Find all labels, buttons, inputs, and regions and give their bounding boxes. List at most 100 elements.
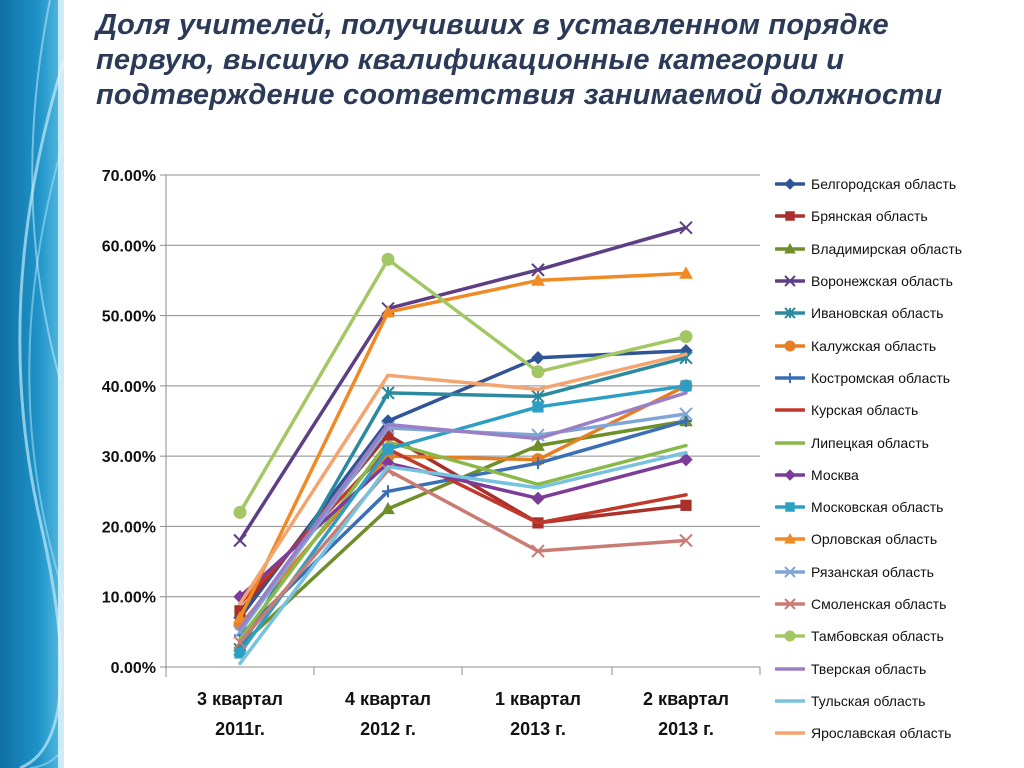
data-point [679,266,693,279]
legend-item: Москва [775,459,1020,491]
series-line [238,384,688,627]
data-point [531,491,545,506]
legend-item: Брянская область [775,200,1020,232]
legend-item: Тамбовская область [775,620,1020,652]
series-line [238,468,688,645]
data-point [680,415,692,427]
series-group [233,252,693,519]
legend-swatch [775,630,805,642]
data-point [785,211,795,222]
series-line [238,391,688,631]
legend-swatch [775,372,805,383]
data-point [680,499,692,511]
legend-item: Калужская область [775,329,1020,361]
x-tick-label: 1 квартал [495,689,581,709]
data-point [531,263,545,277]
legend-swatch [775,340,805,352]
data-point [233,635,247,650]
data-point [785,372,795,383]
x-tick-label: 2 квартал [643,689,729,709]
x-tick-label: 3 квартал [197,689,283,709]
series-group [234,380,692,659]
x-tick-label: 2012 г. [360,719,416,739]
series-group [238,391,688,631]
legend-swatch [775,565,805,578]
data-point [531,544,545,558]
legend-item: Смоленская область [775,588,1020,620]
data-point [784,598,796,610]
data-point [532,401,544,413]
legend-label: Липецкая область [811,434,929,451]
data-point [679,533,693,548]
data-point [679,221,693,235]
data-point [531,273,545,286]
legend-item: Липецкая область [775,426,1020,458]
series-line [238,355,688,652]
chart-axes: 0.00% 10.00% 20.00% 30.00% 40.00% 50.00% 60.00… [102,168,761,739]
chart-series [233,221,693,666]
legend-label: Орловская область [811,531,938,548]
legend-label: Воронежская область [811,273,953,290]
slide-title: Доля учителей, получивших в уставленном … [96,9,943,111]
legend-item: Орловская область [775,523,1020,555]
data-point [531,389,545,404]
legend-item: Владимирская область [775,233,1020,265]
data-point [531,438,545,451]
y-tick-label: 30.00% [102,449,156,466]
legend-swatch [775,211,805,222]
legend-item: Костромская область [775,362,1020,394]
data-point [679,407,693,421]
series-line [238,271,688,620]
series-line [238,450,688,666]
data-point [531,351,545,365]
data-point [784,275,796,287]
legend-item: Воронежская область [775,265,1020,297]
data-point [785,502,795,512]
series-line [238,225,688,543]
data-point [784,630,796,642]
legend-label: Смоленская область [811,596,947,612]
data-point [382,485,394,498]
series-group [233,266,693,624]
data-point [784,178,796,190]
series-group [238,450,688,666]
slide-decoration [0,0,64,768]
legend-swatch [775,731,805,735]
data-point [680,380,692,392]
data-point [381,252,395,266]
data-point [233,533,247,548]
legend-swatch [775,533,805,544]
data-point [531,365,545,379]
series-line [238,384,688,655]
y-tick-label: 40.00% [102,379,156,396]
legend-label: Рязанская область [811,563,934,580]
legend-label: Тульская область [811,692,926,709]
data-point [784,565,796,578]
series-group [238,352,688,606]
data-point [784,469,796,481]
legend-label: Костромская область [811,369,951,386]
legend-swatch [775,666,805,671]
legend-item: Ярославская область [775,717,1020,749]
y-tick-label: 0.00% [111,660,156,677]
data-point [233,505,247,519]
legend-label: Ивановская область [811,305,944,322]
data-point [381,305,395,318]
legend-swatch [775,440,805,445]
x-tick-label: 2011г. [215,719,265,739]
legend-item: Курская область [775,394,1020,426]
legend-label: Владимирская область [811,240,963,257]
data-point [679,452,693,467]
chart-legend: Белгородская область Брянская область Влад… [775,168,1020,749]
data-point [532,457,544,470]
y-tick-label: 10.00% [102,590,156,607]
y-tick-label: 60.00% [102,238,156,255]
legend-swatch [775,502,805,512]
legend-swatch [775,242,805,254]
legend-label: Белгородская область [811,176,957,193]
data-point [382,443,394,455]
x-tick-label: 2013 г. [510,719,566,739]
legend-swatch [775,178,805,190]
data-point [381,386,395,400]
legend-item: Тверская область [775,652,1020,684]
